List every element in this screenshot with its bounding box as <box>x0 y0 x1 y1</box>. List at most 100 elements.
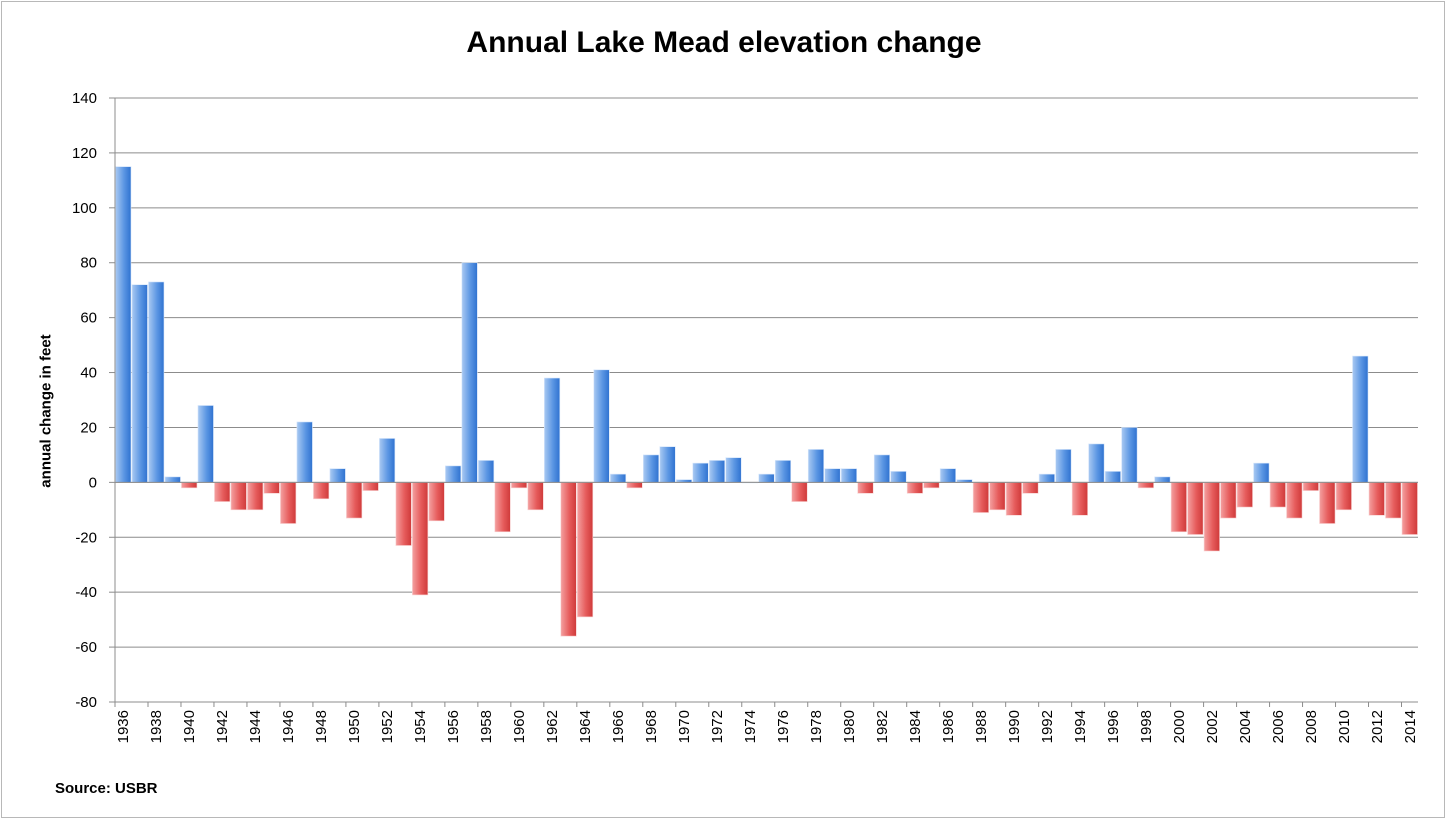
x-tick-label: 1994 <box>1072 710 1089 743</box>
bar-1948 <box>313 482 330 500</box>
bar-1962 <box>544 377 561 483</box>
gridlines <box>115 97 1418 703</box>
x-tick-label: 1966 <box>610 710 627 743</box>
chart-title: Annual Lake Mead elevation change <box>466 26 982 59</box>
x-tick-label: 1978 <box>808 710 825 743</box>
bar-2014 <box>1401 482 1418 535</box>
y-tick-label: 140 <box>72 90 97 107</box>
x-tick-label: 2000 <box>1171 710 1188 743</box>
x-tick-label: 1986 <box>940 710 957 743</box>
y-tick-label: 120 <box>72 145 97 162</box>
x-tick-label: 1964 <box>577 710 594 743</box>
y-tick-label: 20 <box>80 419 97 436</box>
x-tick-label: 1996 <box>1105 710 1122 743</box>
bar-1969 <box>659 446 676 483</box>
x-tick-label: 1952 <box>379 710 396 743</box>
x-tick-label: 1956 <box>445 710 462 743</box>
x-tick-label: 2010 <box>1336 710 1353 743</box>
x-tick-label: 2008 <box>1303 710 1320 743</box>
bar-2012 <box>1368 482 1385 516</box>
bar-1947 <box>296 421 313 483</box>
x-tick-label: 1962 <box>544 710 561 743</box>
x-tick-label: 1976 <box>775 710 792 743</box>
bar-1957 <box>461 262 478 483</box>
x-tick-label: 1946 <box>280 710 297 743</box>
y-tick-label: -80 <box>75 694 97 711</box>
bar-1984 <box>906 482 923 494</box>
x-tick-labels: 1936 1938 1940 1942 1944 1946 1948 1950 1952 1954… <box>115 710 1419 743</box>
bar-1968 <box>642 454 660 483</box>
x-tick-label: 2004 <box>1237 710 1254 743</box>
bar-2006 <box>1269 482 1286 508</box>
bar-1979 <box>824 468 841 483</box>
bar-1967 <box>626 482 643 489</box>
x-tick-label: 1954 <box>412 710 429 743</box>
y-tick-label: 100 <box>72 200 97 217</box>
source-note: Source: USBR <box>55 780 158 797</box>
x-tick-label: 2002 <box>1204 710 1221 743</box>
bar-1955 <box>428 482 445 522</box>
bar-1994 <box>1071 482 1088 516</box>
x-tick-label: 1938 <box>148 710 165 743</box>
bar-1991 <box>1022 482 1039 494</box>
x-tick-label: 2014 <box>1402 710 1419 743</box>
x-tick-label: 1972 <box>709 710 726 743</box>
bar-2013 <box>1385 482 1402 519</box>
x-tick-label: 1960 <box>511 710 528 743</box>
bar-1980 <box>840 468 858 483</box>
bar-1951 <box>362 482 379 491</box>
y-tick-labels: 140 120 100 80 60 40 20 0 -20 -40 -60 -80 <box>72 90 97 711</box>
bar-1941 <box>197 405 214 483</box>
bar-1956 <box>445 465 462 483</box>
x-tick-label: 1950 <box>346 710 363 743</box>
bar-1995 <box>1088 443 1105 483</box>
bar-1944 <box>247 482 264 511</box>
bar-1939 <box>164 476 181 483</box>
bar-1965 <box>593 369 610 483</box>
bar-1981 <box>857 482 874 494</box>
bar-1936 <box>115 166 132 483</box>
bar-1940 <box>181 482 198 489</box>
bar-1977 <box>791 482 808 502</box>
y-tick-label: -40 <box>75 584 97 601</box>
bar-2008 <box>1302 482 1319 491</box>
bar-2011 <box>1352 355 1369 483</box>
x-tick-label: 1980 <box>841 710 858 743</box>
bar-2002 <box>1203 482 1220 552</box>
bar-1945 <box>263 482 280 494</box>
bar-1988 <box>972 482 989 513</box>
bar-1993 <box>1055 449 1072 483</box>
y-tick-label: -20 <box>75 529 97 546</box>
x-tick-label: 1982 <box>874 710 891 743</box>
bar-1985 <box>923 482 940 489</box>
bar-1943 <box>230 482 247 511</box>
x-tick-label: 1944 <box>247 710 264 743</box>
bar-1964 <box>577 482 594 618</box>
bar-1976 <box>774 460 792 483</box>
y-tick-label: 80 <box>80 255 97 272</box>
x-tick-label: 2006 <box>1270 710 1287 743</box>
bars <box>115 166 1418 637</box>
bar-1949 <box>329 468 346 483</box>
bar-1960 <box>511 482 528 489</box>
bar-1997 <box>1121 427 1138 483</box>
bar-1978 <box>807 449 825 483</box>
x-tick-label: 1984 <box>907 710 924 743</box>
x-tick-label: 1974 <box>742 710 759 743</box>
bar-2003 <box>1220 482 1237 519</box>
x-tick-label: 1990 <box>1006 710 1023 743</box>
x-tick-label: 1970 <box>676 710 693 743</box>
x-tick-label: 1958 <box>478 710 495 743</box>
x-tick-label: 1942 <box>214 710 231 743</box>
bar-1963 <box>560 482 577 637</box>
x-tick-label: 1998 <box>1138 710 1155 743</box>
bar-1986 <box>939 468 956 483</box>
bar-2001 <box>1187 482 1204 535</box>
x-tick-label: 1948 <box>313 710 330 743</box>
bar-1961 <box>527 482 544 511</box>
bar-2009 <box>1319 482 1336 524</box>
bar-2000 <box>1170 482 1187 533</box>
x-tick-label: 1992 <box>1039 710 1056 743</box>
